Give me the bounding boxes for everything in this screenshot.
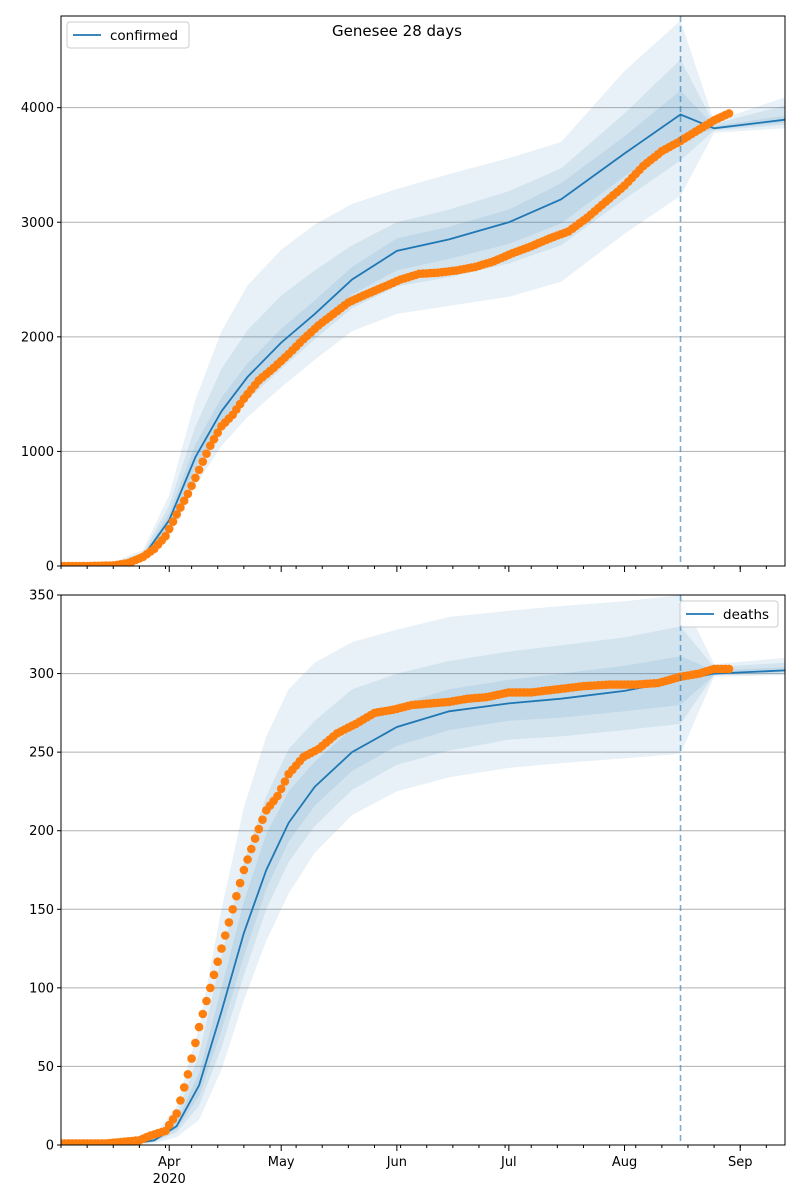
top-observed-point	[183, 489, 193, 499]
bottom-observed-point	[194, 1022, 204, 1032]
bottom-observed-point	[220, 931, 230, 940]
xtick-label: Jul	[500, 1155, 517, 1170]
top-observed-point	[168, 517, 178, 526]
bottom-observed-point	[183, 1070, 193, 1079]
bottom-observed-point	[206, 983, 215, 993]
top-observed-point	[172, 510, 181, 519]
top-ytick-label: 0	[46, 560, 54, 575]
bottom-observed-point	[243, 855, 252, 864]
bottom-ytick-label: 300	[29, 667, 54, 682]
bottom-observed-point	[209, 970, 219, 980]
bottom-observed-point	[202, 996, 211, 1006]
xtick-label: Aug	[612, 1155, 637, 1170]
top-plot-area	[61, 20, 785, 566]
top-observed-point	[194, 465, 204, 475]
top-observed-point	[206, 441, 215, 451]
top-observed-point	[724, 109, 734, 118]
bottom-observed-point	[172, 1109, 181, 1118]
bottom-legend: deaths	[679, 600, 779, 628]
bottom-legend-box	[679, 600, 779, 628]
bottom-ytick-label: 150	[29, 903, 54, 918]
xtick-year-label: 2020	[153, 1172, 186, 1187]
top-observed-point	[202, 449, 211, 459]
bottom-observed-point	[280, 777, 290, 786]
bottom-observed-point	[191, 1038, 200, 1048]
bottom-axes-frame	[60, 594, 786, 1146]
bottom-observed-point	[232, 891, 241, 901]
top-observed-point	[179, 496, 189, 506]
top-panel: 0 1000 2000 3000 4000 confirmed	[21, 15, 786, 575]
xtick-label: May	[268, 1155, 295, 1170]
bottom-observed-point	[179, 1083, 189, 1092]
bottom-ytick-label: 100	[29, 981, 54, 996]
bottom-observed-point	[276, 784, 286, 794]
xtick-label: Jun	[386, 1155, 407, 1170]
top-legend: confirmed	[66, 21, 190, 49]
bottom-observed-point	[217, 944, 226, 953]
bottom-ytick-label: 250	[29, 746, 54, 761]
top-model-line	[61, 113, 785, 566]
top-band-0	[61, 20, 785, 566]
top-legend-label: confirmed	[110, 28, 178, 44]
top-observed-point	[209, 434, 219, 444]
bottom-panel: 0 50 100 150 200 250 300 350 Apr 2020 May Jun Jul Aug…	[29, 589, 786, 1187]
bottom-observed-point	[224, 918, 234, 927]
top-legend-box	[66, 21, 190, 49]
top-observed-point	[164, 524, 174, 534]
bottom-band-0	[61, 595, 785, 1145]
bottom-observed-point	[213, 957, 222, 966]
top-observed-point	[161, 531, 170, 541]
top-observed-point	[213, 428, 222, 438]
bottom-model-line	[61, 669, 785, 1145]
chart-title: Genesee 28 days	[332, 22, 462, 40]
bottom-observed-point	[724, 664, 734, 674]
bottom-legend-label: deaths	[723, 607, 769, 623]
bottom-observed-point	[239, 865, 249, 875]
bottom-band-1	[61, 626, 785, 1145]
top-observed-point	[191, 473, 200, 483]
bottom-plot-area	[61, 595, 785, 1145]
top-axes-frame	[60, 15, 786, 567]
bottom-observed-point	[228, 905, 237, 914]
bottom-observed-point	[258, 815, 267, 824]
top-ytick-label: 4000	[21, 101, 54, 116]
top-observed-point	[176, 503, 185, 512]
xtick-label: Apr	[158, 1155, 181, 1170]
top-ytick-label: 2000	[21, 330, 54, 345]
bottom-observed-point	[273, 791, 282, 801]
top-observed-point	[187, 481, 196, 491]
top-ytick-label: 1000	[21, 445, 54, 460]
bottom-observed-point	[254, 824, 264, 834]
xtick-label: Sep	[728, 1155, 753, 1170]
bottom-observed-point	[247, 844, 256, 854]
bottom-observed-point	[235, 878, 245, 888]
bottom-ytick-label: 350	[29, 589, 54, 604]
bottom-observed-point	[250, 834, 260, 843]
bottom-ytick-label: 0	[46, 1139, 54, 1154]
bottom-ytick-label: 50	[37, 1060, 54, 1075]
bottom-observed-point	[198, 1009, 208, 1019]
bottom-ytick-label: 200	[29, 824, 54, 839]
bottom-observed-point	[176, 1096, 185, 1105]
top-ytick-label: 3000	[21, 216, 54, 231]
top-band-1	[61, 59, 785, 566]
top-observed-point	[198, 457, 208, 467]
bottom-observed-point	[187, 1054, 196, 1063]
